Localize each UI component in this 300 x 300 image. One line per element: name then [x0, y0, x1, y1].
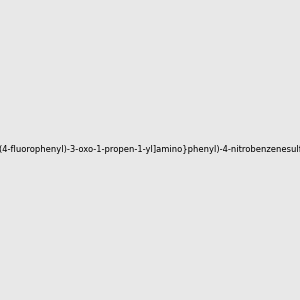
Text: N-(2-{[3-(4-fluorophenyl)-3-oxo-1-propen-1-yl]amino}phenyl)-4-nitrobenzenesulfon: N-(2-{[3-(4-fluorophenyl)-3-oxo-1-propen… — [0, 146, 300, 154]
